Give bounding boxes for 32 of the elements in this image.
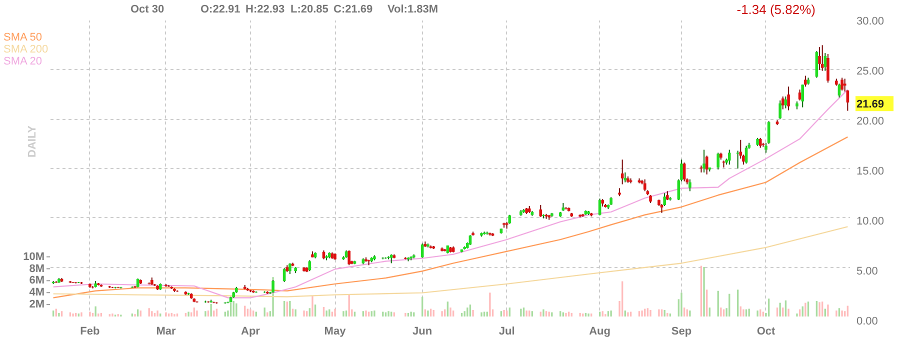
y-tick-label: 10.00 bbox=[856, 216, 884, 228]
x-tick-label: Mar bbox=[156, 326, 176, 338]
x-tick-label: Feb bbox=[80, 326, 100, 338]
x-tick-label: Apr bbox=[241, 326, 261, 338]
text: L:20.85 bbox=[290, 4, 328, 16]
text: 21.69 bbox=[856, 98, 884, 111]
y-tick-label: 15.00 bbox=[856, 166, 884, 178]
y-tick-label: 25.00 bbox=[856, 66, 884, 78]
y-tick-label: 30.00 bbox=[856, 16, 884, 28]
text: Vol:1.83M bbox=[388, 4, 438, 16]
text: C:21.69 bbox=[334, 4, 373, 16]
text: -1.34 (5.82%) bbox=[736, 2, 816, 17]
text: SMA 20 bbox=[4, 56, 42, 68]
x-tick-label: Jun bbox=[412, 326, 432, 338]
x-tick-label: Aug bbox=[589, 326, 610, 338]
y2-tick-label: 6M bbox=[29, 274, 44, 287]
x-tick-label: May bbox=[324, 326, 347, 338]
text: O:22.91 bbox=[200, 4, 240, 16]
text: SMA 200 bbox=[4, 44, 48, 56]
text: H:22.93 bbox=[246, 4, 285, 16]
y2-tick-label: 8M bbox=[29, 262, 44, 275]
x-tick-label: Jul bbox=[498, 326, 515, 338]
y2-tick-label: 10M bbox=[23, 250, 45, 263]
x-tick-label: Oct bbox=[756, 326, 776, 338]
y-tick-label: 0.00 bbox=[856, 316, 878, 328]
y-tick-label: 20.00 bbox=[856, 116, 884, 128]
y2-tick-label: 4M bbox=[29, 286, 44, 299]
y-tick-label: 5.00 bbox=[856, 266, 878, 278]
y2-tick-label: 2M bbox=[29, 298, 44, 311]
text: Oct 30 bbox=[130, 4, 164, 16]
x-tick-label: Sep bbox=[671, 326, 692, 338]
text: SMA 50 bbox=[4, 32, 42, 44]
